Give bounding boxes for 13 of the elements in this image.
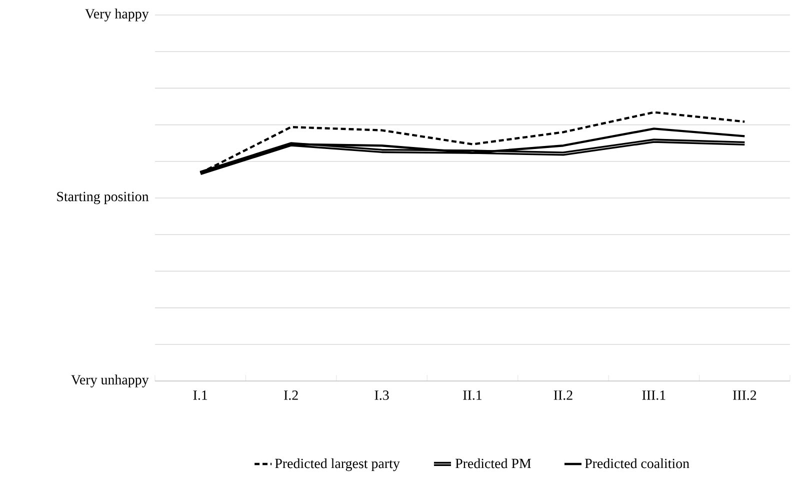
x-tick-label: III.2 [732, 390, 756, 400]
x-tick-label: II.1 [463, 390, 482, 400]
legend-label: Predicted coalition [584, 458, 690, 468]
text: Very unhappy [71, 374, 149, 388]
legend-label: Predicted PM [455, 458, 531, 468]
x-tick-label: I.3 [374, 390, 389, 400]
x-tick-label: I.1 [193, 390, 208, 400]
legend-label: Predicted largest party [275, 458, 400, 472]
x-tick-label: I.2 [284, 390, 298, 400]
text: Starting position [57, 192, 149, 204]
x-tick-label: II.2 [554, 390, 572, 400]
text: Very happy [85, 8, 149, 22]
x-tick-label: III.1 [642, 390, 666, 400]
